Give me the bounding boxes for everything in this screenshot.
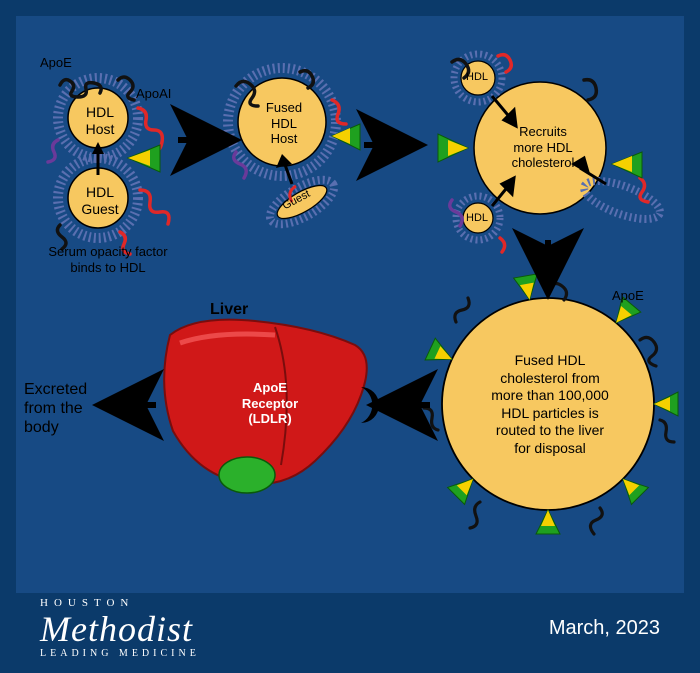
logo-top: HOUSTON (40, 598, 200, 609)
footer: HOUSTON Methodist LEADING MEDICINE March… (0, 593, 700, 673)
logo: HOUSTON Methodist LEADING MEDICINE (40, 598, 200, 659)
flow-arrows (0, 0, 700, 673)
diagram-root: ApoE ApoAI HDL Host HDL Guest Serum opac… (0, 0, 700, 673)
logo-bot: LEADING MEDICINE (40, 649, 200, 659)
footer-date: March, 2023 (549, 617, 660, 640)
logo-mid: Methodist (40, 611, 200, 647)
